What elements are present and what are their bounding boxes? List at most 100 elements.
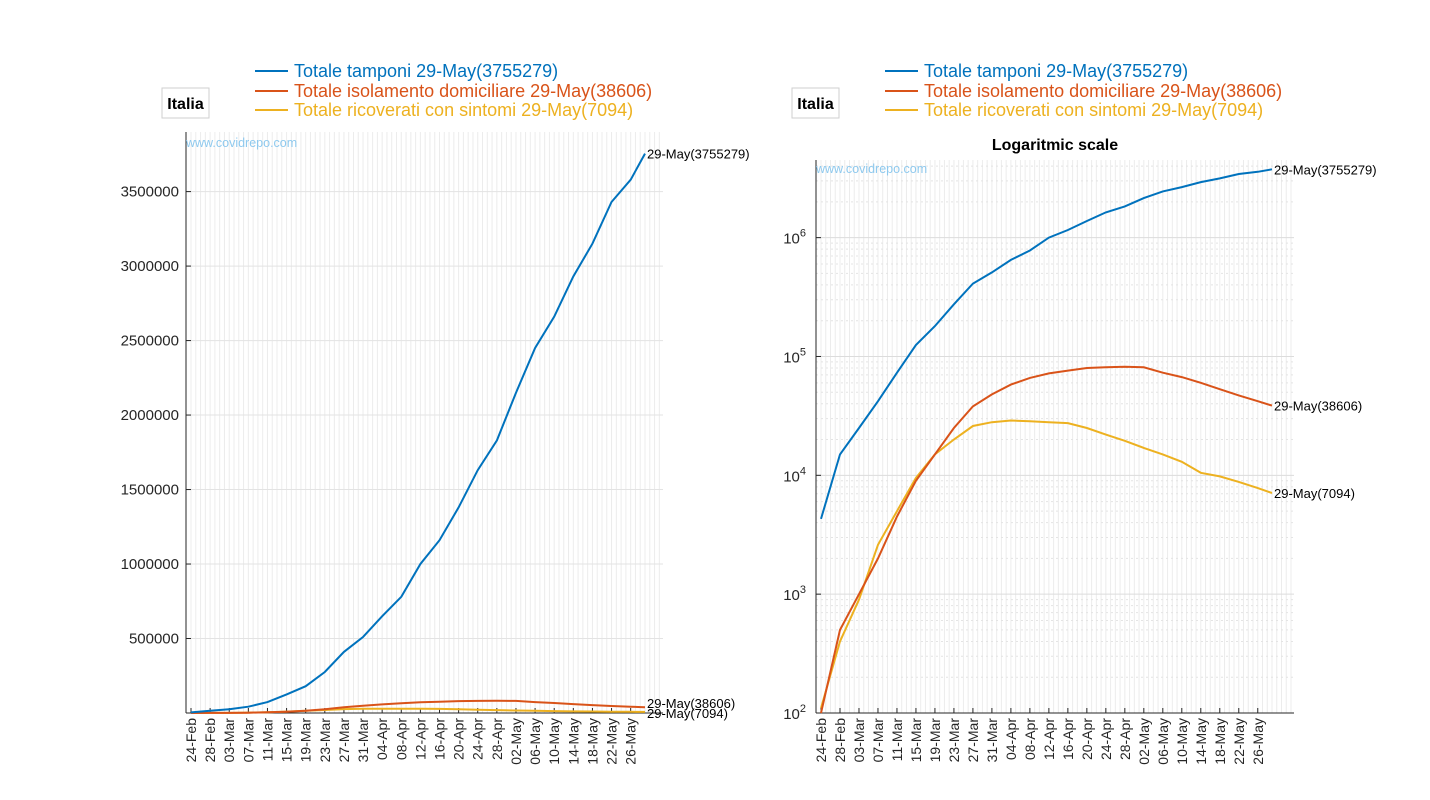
end-labels: 29-May(3755279) 29-May(38606) 29-May(709… bbox=[647, 147, 750, 721]
x-tick-label: 20-Apr bbox=[1079, 718, 1095, 760]
x-ticks: 24-Feb 28-Feb 03-Mar 07-Mar 11-Mar 15-Mar 19-M… bbox=[183, 708, 639, 765]
grid bbox=[186, 132, 663, 713]
panel-linear: www.covidrepo.com 500000 1000000 1500000 20… bbox=[121, 61, 750, 765]
region-label-box: Italia bbox=[161, 87, 210, 119]
x-tick-label: 31-Mar bbox=[355, 718, 371, 763]
y-tick-label: 102 bbox=[783, 703, 806, 723]
region-label: Italia bbox=[167, 96, 204, 113]
x-tick-label: 28-Feb bbox=[202, 718, 218, 763]
y-tick-label: 2000000 bbox=[121, 407, 179, 424]
x-tick-label: 02-May bbox=[508, 718, 524, 765]
x-tick-label: 15-Mar bbox=[279, 718, 295, 763]
y-tick-label: 3000000 bbox=[121, 258, 179, 275]
x-tick-label: 24-Feb bbox=[813, 718, 829, 763]
y-tick-label: 105 bbox=[783, 346, 806, 366]
x-tick-label: 06-May bbox=[1155, 718, 1171, 765]
y-tick-label: 500000 bbox=[129, 631, 179, 648]
x-tick-label: 16-Apr bbox=[432, 718, 448, 760]
y-tick-label: 3500000 bbox=[121, 184, 179, 201]
y-ticks: 500000 1000000 1500000 2000000 2500000 300000… bbox=[121, 184, 191, 648]
x-tick-label: 12-Apr bbox=[1041, 718, 1057, 760]
x-tick-label: 11-Mar bbox=[889, 718, 905, 762]
grid bbox=[816, 160, 1294, 714]
watermark: www.covidrepo.com bbox=[815, 162, 927, 176]
x-tick-label: 07-Mar bbox=[870, 718, 886, 763]
legend: Totale tamponi 29-May(3755279) Totale is… bbox=[255, 61, 652, 120]
x-tick-label: 18-May bbox=[1212, 718, 1228, 765]
x-tick-label: 20-Apr bbox=[451, 718, 467, 760]
x-tick-label: 24-Apr bbox=[470, 718, 486, 760]
x-tick-label: 12-Apr bbox=[412, 718, 428, 760]
x-tick-label: 08-Apr bbox=[1022, 718, 1038, 760]
y-tick-label: 1500000 bbox=[121, 482, 179, 499]
x-tick-label: 18-May bbox=[584, 718, 600, 765]
x-tick-label: 28-Apr bbox=[489, 718, 505, 760]
x-tick-label: 22-May bbox=[1231, 718, 1247, 765]
x-tick-label: 03-Mar bbox=[851, 718, 867, 763]
series-line-tamponi bbox=[190, 153, 646, 714]
series-line-isolamento bbox=[190, 699, 646, 714]
region-label: Italia bbox=[797, 96, 834, 113]
x-tick-label: 16-Apr bbox=[1060, 718, 1076, 760]
legend: Totale tamponi 29-May(3755279) Totale is… bbox=[885, 61, 1282, 120]
x-tick-label: 19-Mar bbox=[298, 718, 314, 763]
x-tick-label: 10-May bbox=[1174, 718, 1190, 765]
end-label-ricoverati: 29-May(7094) bbox=[1274, 486, 1355, 501]
x-tick-label: 14-May bbox=[565, 718, 581, 765]
x-tick-label: 28-Feb bbox=[832, 718, 848, 763]
watermark: www.covidrepo.com bbox=[185, 136, 297, 150]
x-tick-label: 26-May bbox=[1250, 718, 1266, 765]
x-tick-label: 15-Mar bbox=[908, 718, 924, 763]
end-label-tamponi: 29-May(3755279) bbox=[647, 147, 750, 162]
x-tick-label: 27-Mar bbox=[965, 718, 981, 763]
x-tick-label: 02-May bbox=[1136, 718, 1152, 765]
y-tick-label: 2500000 bbox=[121, 333, 179, 350]
end-label-isolamento: 29-May(38606) bbox=[1274, 399, 1362, 414]
series-line-isolamento bbox=[820, 365, 1273, 714]
x-tick-label: 19-Mar bbox=[927, 718, 943, 763]
legend-entry-tamponi: Totale tamponi 29-May(3755279) bbox=[294, 61, 558, 81]
end-labels: 29-May(3755279) 29-May(38606) 29-May(709… bbox=[1274, 162, 1377, 501]
x-tick-label: 28-Apr bbox=[1117, 718, 1133, 760]
x-tick-label: 22-May bbox=[604, 718, 620, 765]
x-tick-label: 06-May bbox=[527, 718, 543, 765]
series-lines bbox=[190, 153, 646, 714]
x-tick-label: 04-Apr bbox=[374, 718, 390, 760]
x-tick-label: 27-Mar bbox=[336, 718, 352, 763]
y-tick-label: 103 bbox=[783, 584, 806, 604]
region-box bbox=[791, 87, 840, 119]
panel-log: Logaritmic scale www.covidrepo.com 10210… bbox=[783, 61, 1376, 765]
y-ticks: 102 103 104 105 106 bbox=[783, 228, 821, 723]
end-label-ricoverati: 29-May(7094) bbox=[647, 706, 728, 721]
legend-entry-ricoverati: Totale ricoverati con sintomi 29-May(709… bbox=[924, 100, 1263, 120]
x-tick-label: 31-Mar bbox=[984, 718, 1000, 763]
legend-entry-isolamento: Totale isolamento domiciliare 29-May(386… bbox=[924, 81, 1282, 101]
y-tick-label: 106 bbox=[783, 228, 806, 248]
x-tick-label: 23-Mar bbox=[946, 718, 962, 763]
region-label-box: Italia bbox=[791, 87, 840, 119]
legend-entry-tamponi: Totale tamponi 29-May(3755279) bbox=[924, 61, 1188, 81]
x-tick-label: 04-Apr bbox=[1003, 718, 1019, 760]
x-tick-label: 23-Mar bbox=[317, 718, 333, 763]
x-tick-label: 11-Mar bbox=[259, 718, 275, 762]
end-label-tamponi: 29-May(3755279) bbox=[1274, 162, 1377, 177]
legend-entry-isolamento: Totale isolamento domiciliare 29-May(386… bbox=[294, 81, 652, 101]
x-tick-label: 24-Feb bbox=[183, 718, 199, 763]
series-line-ricoverati bbox=[820, 419, 1273, 709]
x-tick-label: 14-May bbox=[1193, 718, 1209, 765]
x-tick-label: 03-Mar bbox=[221, 718, 237, 763]
x-tick-label: 10-May bbox=[546, 718, 562, 765]
y-tick-label: 1000000 bbox=[121, 556, 179, 573]
x-tick-label: 24-Apr bbox=[1098, 718, 1114, 760]
x-tick-label: 26-May bbox=[623, 718, 639, 765]
y-tick-label: 104 bbox=[783, 465, 806, 485]
end-label-isolamento: 29-May(38606) bbox=[647, 696, 735, 711]
series-lines bbox=[820, 168, 1273, 714]
legend-entry-ricoverati: Totale ricoverati con sintomi 29-May(709… bbox=[294, 100, 633, 120]
series-line-tamponi bbox=[820, 168, 1273, 520]
chart-title: Logaritmic scale bbox=[992, 137, 1118, 154]
x-ticks: 24-Feb 28-Feb 03-Mar 07-Mar 11-Mar 15-Mar 19-M… bbox=[813, 708, 1266, 765]
x-tick-label: 08-Apr bbox=[393, 718, 409, 760]
x-tick-label: 07-Mar bbox=[240, 718, 256, 763]
